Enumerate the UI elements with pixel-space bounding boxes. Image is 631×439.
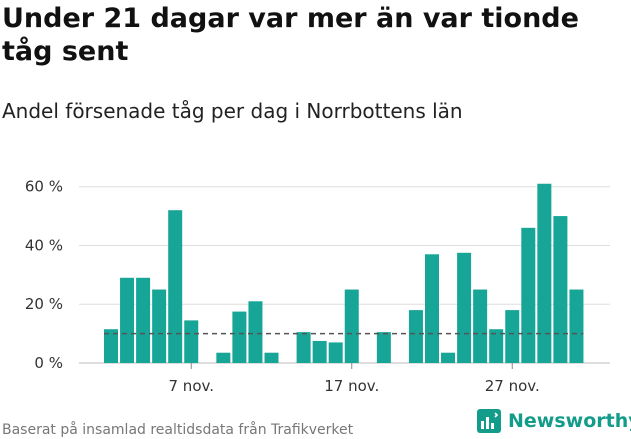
bar[interactable] [104, 329, 118, 363]
x-tick-label: 17 nov. [324, 377, 379, 395]
bar[interactable] [521, 227, 536, 363]
bar[interactable] [489, 329, 504, 363]
bar[interactable] [312, 340, 327, 363]
bar-chart: 0 % 20 % 40 % 60 % 7 nov. 17 nov. 27 nov. [25, 178, 610, 395]
bar[interactable] [296, 332, 311, 363]
y-tick-label: 20 % [25, 295, 63, 313]
bar[interactable] [248, 301, 263, 363]
bar[interactable] [473, 289, 488, 363]
bar[interactable] [376, 332, 391, 363]
bar[interactable] [136, 277, 151, 363]
chart-subtitle: Andel försenade tåg per dag i Norrbotten… [2, 99, 463, 123]
bar[interactable] [120, 277, 135, 363]
y-tick-label: 40 % [25, 236, 63, 254]
bar[interactable] [537, 183, 552, 363]
bar[interactable] [152, 289, 167, 363]
bar[interactable] [264, 352, 279, 363]
bar[interactable] [216, 352, 231, 363]
bar[interactable] [553, 216, 568, 363]
bar[interactable] [441, 352, 456, 363]
y-axis-ticks: 0 % 20 % 40 % 60 % [25, 178, 63, 372]
bar[interactable] [425, 254, 439, 363]
brand-logo[interactable]: Newsworthy [476, 408, 631, 434]
bar[interactable] [457, 252, 472, 363]
bars [104, 183, 584, 363]
x-tick-label: 27 nov. [485, 377, 540, 395]
bar[interactable] [344, 289, 359, 363]
bar[interactable] [505, 310, 520, 363]
bar[interactable] [184, 320, 199, 363]
bar[interactable] [232, 311, 247, 363]
brand-name: Newsworthy [508, 410, 631, 432]
y-tick-label: 0 % [34, 354, 63, 372]
source-note: Baserat på insamlad realtidsdata från Tr… [2, 422, 354, 438]
x-tick-label: 7 nov. [169, 377, 214, 395]
newsworthy-logo-icon [477, 409, 501, 433]
chart-title: Under 21 dagar var mer än var tionde tåg… [2, 3, 579, 67]
x-axis-ticks: 7 nov. 17 nov. 27 nov. [169, 363, 540, 395]
bar[interactable] [328, 342, 343, 363]
bar[interactable] [569, 289, 584, 363]
bar[interactable] [168, 210, 183, 363]
y-tick-label: 60 % [25, 178, 63, 196]
bar[interactable] [408, 310, 423, 363]
